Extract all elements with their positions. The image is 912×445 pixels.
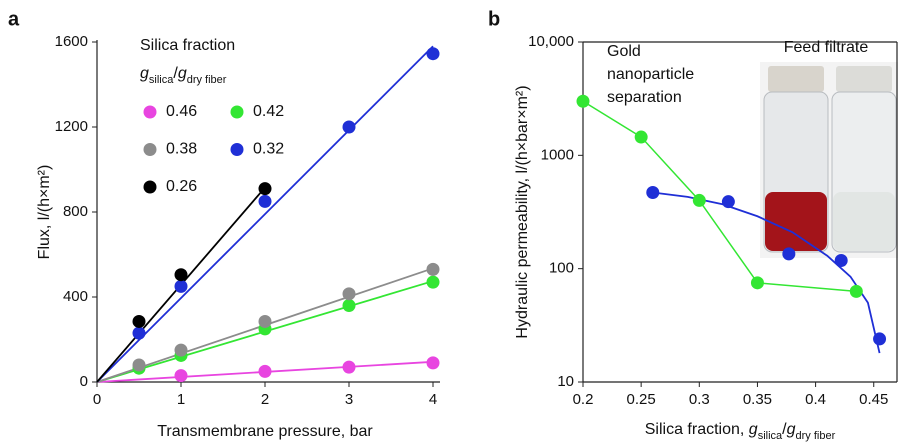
legend-label: 0.26 [166, 178, 197, 195]
data-point [174, 268, 188, 282]
vial-liquid [765, 192, 827, 251]
data-point [258, 364, 272, 378]
text-segment: g [178, 65, 187, 82]
vial-cap [768, 66, 824, 92]
annotation: separation [607, 89, 682, 106]
data-point [258, 182, 272, 196]
y-tick-label: 1000 [541, 146, 574, 163]
legend-marker [230, 105, 244, 119]
data-point [342, 299, 356, 312]
data-point [342, 287, 356, 301]
data-point [782, 247, 796, 261]
legend-label: 0.42 [253, 103, 284, 120]
panel-label: b [488, 8, 500, 30]
text-segment: silica [758, 430, 783, 442]
legend-label: 0.38 [166, 141, 197, 158]
vial-liquid [833, 192, 895, 251]
x-axis-label: Transmembrane pressure, bar [157, 423, 373, 440]
data-point [258, 194, 272, 208]
annotation: Feed filtrate [784, 39, 869, 56]
annotation: Gold [607, 43, 641, 60]
legend-marker [143, 143, 157, 156]
text-segment: / [173, 65, 178, 82]
y-tick-label: 10,000 [528, 33, 574, 50]
data-point [174, 279, 188, 293]
y-tick-label: 1200 [55, 118, 88, 135]
x-tick-label: 0.45 [859, 391, 888, 408]
data-point [174, 369, 188, 383]
data-point [426, 275, 440, 289]
annotation: nanoparticle [607, 66, 694, 83]
data-point [132, 314, 146, 328]
vial-photo [760, 62, 898, 258]
legend-label: 0.46 [166, 103, 197, 120]
panel-label: a [8, 8, 20, 30]
x-tick-label: 2 [261, 391, 269, 408]
legend-marker [143, 105, 157, 119]
fit-line [96, 45, 434, 383]
legend-marker [230, 143, 244, 156]
data-point [692, 193, 706, 207]
text-segment: g [140, 65, 149, 82]
data-point [426, 47, 440, 61]
x-tick-label: 3 [345, 391, 353, 408]
data-point [634, 130, 648, 144]
x-tick-label: 0.4 [805, 391, 826, 408]
legend-marker [143, 180, 157, 194]
x-tick-label: 0.35 [743, 391, 772, 408]
data-point [342, 360, 356, 374]
data-point [750, 276, 764, 290]
y-tick-label: 100 [549, 260, 574, 277]
y-tick-label: 1600 [55, 33, 88, 50]
legend-title: Silica fraction [140, 37, 235, 54]
y-axis-label: Flux, l/(h×m²) [36, 165, 53, 260]
text-segment: g [787, 421, 796, 438]
data-point [174, 343, 188, 357]
text-segment: dry fiber [796, 430, 836, 442]
data-point [834, 254, 848, 268]
y-tick-label: 800 [63, 203, 88, 220]
data-point [576, 94, 590, 108]
x-tick-label: 0.25 [627, 391, 656, 408]
data-point [132, 326, 146, 340]
x-axis-label: Silica fraction, gsilica/gdry fiber [645, 421, 836, 442]
y-tick-label: 0 [80, 373, 88, 390]
x-tick-label: 0.2 [573, 391, 594, 408]
data-point [342, 120, 356, 134]
data-point [721, 195, 735, 209]
text-segment: g [749, 421, 758, 438]
data-point [873, 332, 887, 346]
data-point [426, 262, 440, 276]
text-segment: silica [149, 74, 174, 86]
y-tick-label: 400 [63, 288, 88, 305]
x-tick-label: 4 [429, 391, 437, 408]
x-tick-label: 0.3 [689, 391, 710, 408]
x-tick-label: 1 [177, 391, 185, 408]
x-tick-label: 0 [93, 391, 101, 408]
data-point [849, 284, 863, 298]
legend-formula: gsilica/gdry fiber [140, 65, 227, 86]
data-point [132, 358, 146, 372]
y-axis-label: Hydraulic permeability, l/(h×bar×m²) [514, 85, 531, 338]
data-point [426, 356, 440, 370]
data-point [646, 185, 660, 199]
text-segment: Silica fraction, [645, 421, 749, 438]
data-point [258, 314, 272, 328]
vial-cap [836, 66, 892, 92]
text-segment: / [782, 421, 787, 438]
legend-label: 0.32 [253, 141, 284, 158]
text-segment: dry fiber [187, 74, 227, 86]
y-tick-label: 10 [557, 373, 574, 390]
